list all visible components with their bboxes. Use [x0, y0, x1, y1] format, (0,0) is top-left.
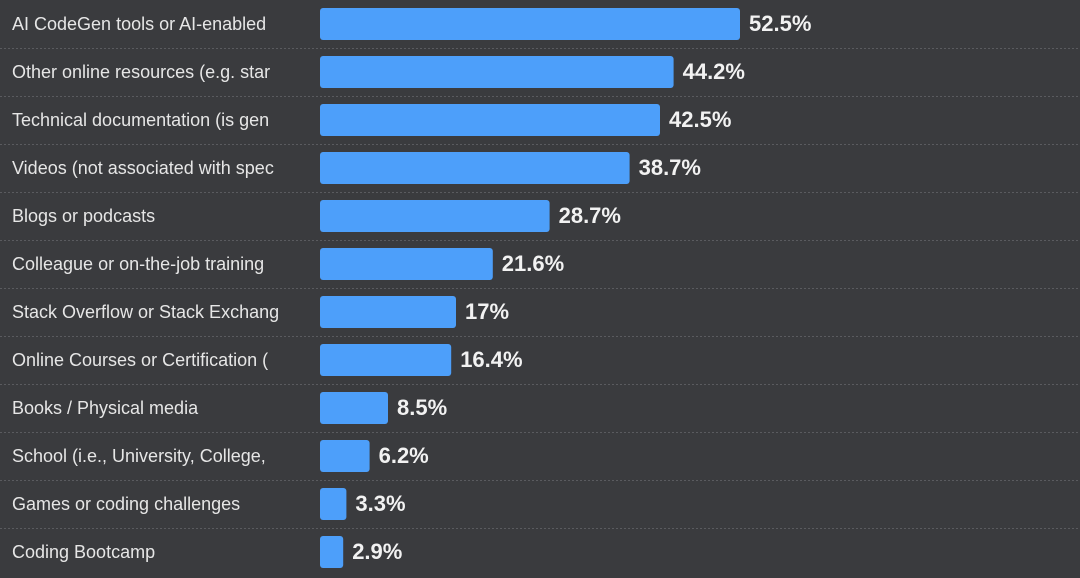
category-label: Books / Physical media: [12, 398, 199, 418]
bar: [320, 344, 452, 376]
value-label: 21.6%: [502, 251, 564, 276]
value-label: 17%: [465, 299, 509, 324]
value-label: 52.5%: [749, 11, 811, 36]
bar: [320, 56, 674, 88]
category-label: AI CodeGen tools or AI-enabled: [12, 14, 266, 34]
category-label: Colleague or on-the-job training: [12, 254, 264, 274]
category-label: Videos (not associated with spec: [12, 158, 274, 178]
category-label: Technical documentation (is gen: [12, 110, 269, 130]
value-label: 16.4%: [460, 347, 522, 372]
value-label: 28.7%: [559, 203, 621, 228]
value-label: 2.9%: [352, 539, 402, 564]
bar: [320, 152, 630, 184]
category-label: Stack Overflow or Stack Exchang: [12, 302, 279, 322]
category-labels: AI CodeGen tools or AI-enabled Other onli…: [12, 14, 279, 562]
value-label: 44.2%: [683, 59, 745, 84]
value-label: 42.5%: [669, 107, 731, 132]
category-label: Coding Bootcamp: [12, 542, 155, 562]
bar: [320, 296, 456, 328]
bar: [320, 488, 347, 520]
bar: [320, 248, 493, 280]
value-label: 8.5%: [397, 395, 447, 420]
bar: [320, 200, 550, 232]
category-label: Other online resources (e.g. star: [12, 62, 270, 82]
bar: [320, 440, 370, 472]
bar: [320, 536, 344, 568]
bar: [320, 392, 388, 424]
category-label: School (i.e., University, College,: [12, 446, 266, 466]
category-label: Online Courses or Certification (: [12, 350, 268, 370]
value-label: 3.3%: [355, 491, 405, 516]
value-label: 6.2%: [379, 443, 429, 468]
bar: [320, 8, 740, 40]
category-label: Blogs or podcasts: [12, 206, 155, 226]
bar: [320, 104, 660, 136]
value-label: 38.7%: [639, 155, 701, 180]
category-label: Games or coding challenges: [12, 494, 240, 514]
